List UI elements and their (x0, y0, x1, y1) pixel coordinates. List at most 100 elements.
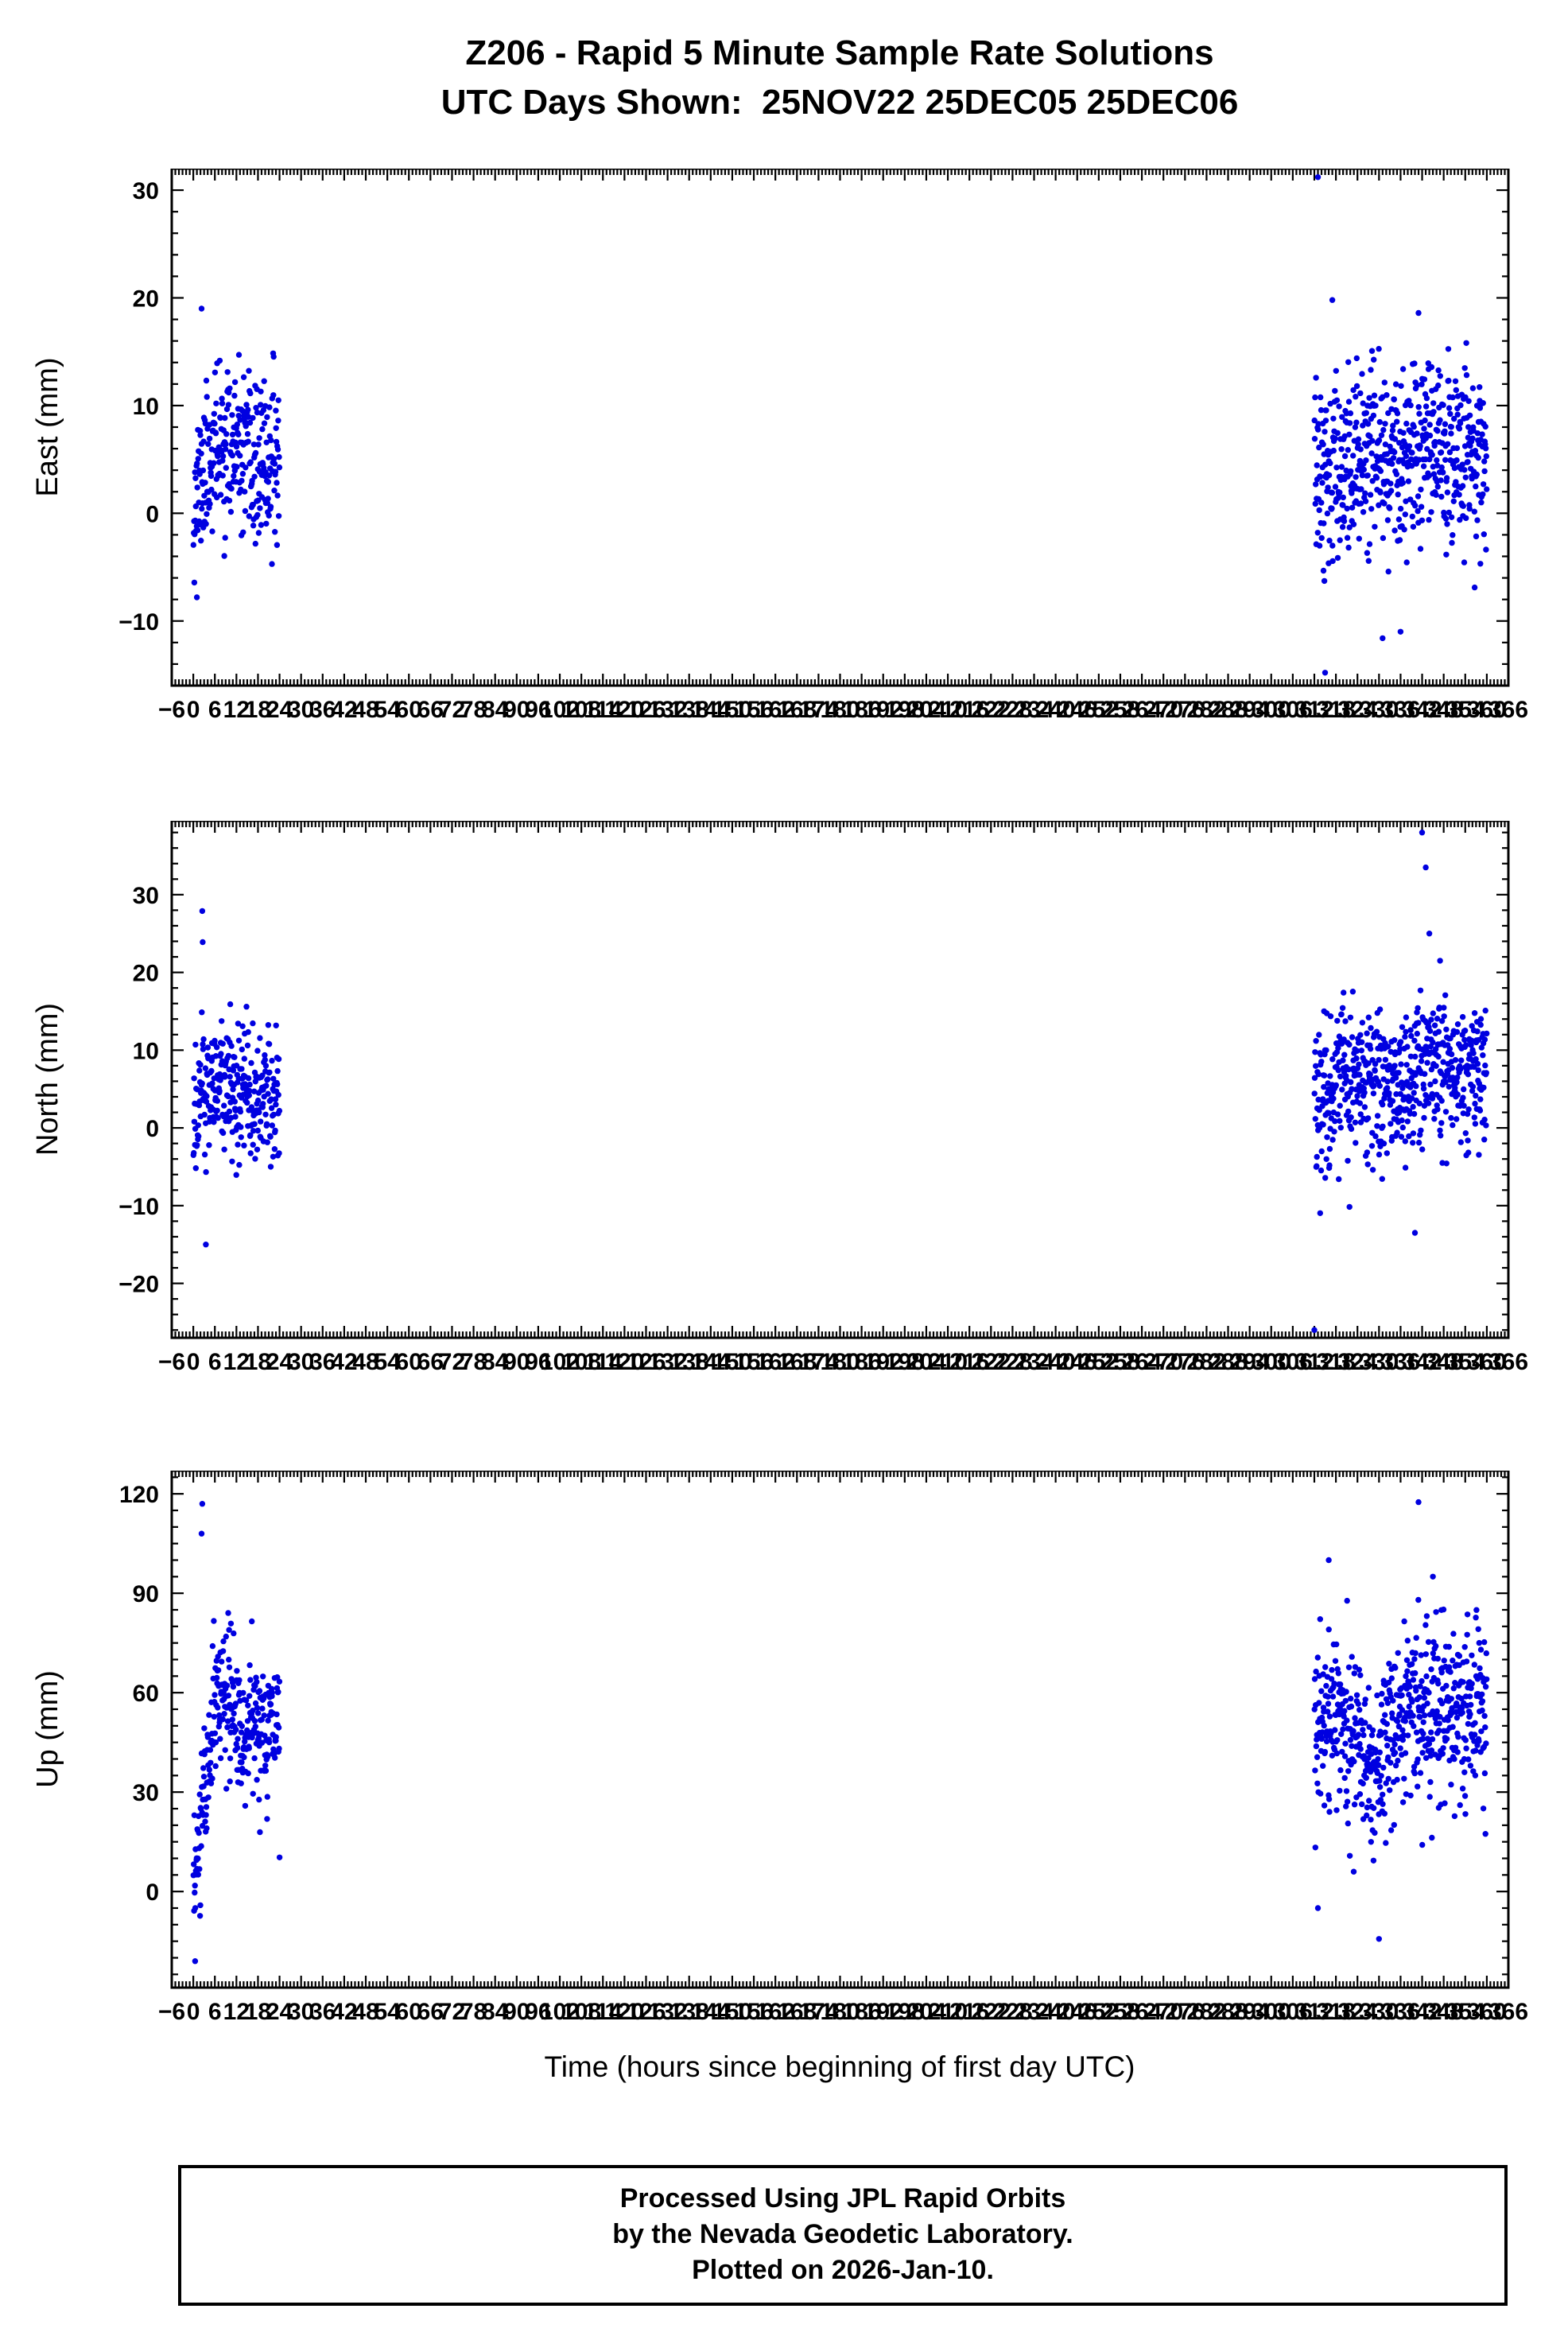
svg-text:42: 42 (331, 697, 357, 723)
svg-text:336: 336 (1380, 1349, 1420, 1375)
svg-text:36: 36 (309, 1999, 336, 2025)
svg-text:288: 288 (1209, 697, 1248, 723)
svg-text:336: 336 (1380, 1999, 1420, 2025)
page-title: Z206 - Rapid 5 Minute Sample Rate Soluti… (465, 33, 1214, 72)
svg-text:216: 216 (949, 1349, 989, 1375)
svg-text:72: 72 (439, 1999, 465, 2025)
east-scatter-plot: −6 0 6 121824303642485460667278849096102108… (31, 169, 1528, 723)
svg-text:168: 168 (777, 1999, 817, 2025)
svg-text:12: 12 (223, 697, 250, 723)
svg-text:20: 20 (133, 961, 159, 987)
axis-ticks (170, 1471, 1510, 1988)
svg-text:36: 36 (309, 1349, 336, 1375)
north-panel: −6 0 6 12 18 24 30 36 42 48 54 60 66 72 78 84 90 96 102 108… (0, 821, 1568, 1381)
svg-text:168: 168 (777, 697, 817, 723)
plot-frame (170, 169, 1510, 687)
svg-text:132: 132 (648, 697, 688, 723)
svg-text:96: 96 (525, 697, 551, 723)
svg-text:144: 144 (691, 1349, 731, 1375)
svg-text:102: 102 (540, 1999, 580, 2025)
svg-text:114: 114 (584, 1349, 623, 1375)
svg-text:60: 60 (396, 1349, 422, 1375)
svg-text:0: 0 (187, 1999, 200, 2025)
axis-tick-labels: −6 0 6 121824303642485460667278849096102108… (118, 178, 1528, 723)
svg-text:162: 162 (755, 1349, 795, 1375)
svg-text:24: 24 (266, 1349, 293, 1375)
svg-text:120: 120 (119, 1482, 159, 1508)
svg-text:360: 360 (1467, 1999, 1507, 2025)
svg-text:102: 102 (540, 1349, 580, 1375)
svg-text:84: 84 (482, 1349, 509, 1375)
svg-text:294: 294 (1230, 1349, 1270, 1375)
svg-text:330: 330 (1359, 1349, 1399, 1375)
axis-tick-labels: −6 0 6 121824303642485460667278849096102108… (119, 1482, 1528, 2025)
svg-text:120: 120 (604, 1349, 644, 1375)
svg-text:348: 348 (1424, 1349, 1464, 1375)
svg-text:30: 30 (133, 178, 159, 204)
svg-text:240: 240 (1036, 1999, 1076, 2025)
svg-text:−10: −10 (118, 1194, 159, 1220)
svg-text:144: 144 (691, 697, 731, 723)
svg-text:18: 18 (245, 1999, 271, 2025)
attribution-line-1: Processed Using JPL Rapid Orbits (619, 2183, 1066, 2214)
svg-text:342: 342 (1403, 697, 1442, 723)
attribution-line-3: Plotted on 2026-Jan-10. (692, 2254, 994, 2285)
svg-text:132: 132 (648, 1999, 688, 2025)
svg-text:246: 246 (1058, 1349, 1097, 1375)
svg-text:78: 78 (460, 1349, 487, 1375)
svg-text:36: 36 (309, 697, 336, 723)
svg-text:10: 10 (133, 394, 159, 420)
svg-text:72: 72 (439, 697, 465, 723)
svg-text:354: 354 (1446, 1349, 1485, 1375)
svg-text:180: 180 (820, 697, 860, 723)
y-axis-label: North (mm) (31, 1003, 64, 1156)
svg-text:90: 90 (503, 1349, 530, 1375)
svg-text:288: 288 (1209, 1999, 1248, 2025)
svg-text:240: 240 (1036, 697, 1076, 723)
svg-text:366: 366 (1488, 697, 1528, 723)
svg-text:360: 360 (1467, 697, 1507, 723)
svg-text:0: 0 (187, 697, 200, 723)
x-axis-title: Time (hours since beginning of first day… (544, 2050, 1135, 2083)
svg-text:318: 318 (1316, 1349, 1356, 1375)
svg-text:84: 84 (482, 1999, 509, 2025)
svg-text:204: 204 (906, 1349, 946, 1375)
svg-text:−6: −6 (158, 697, 185, 723)
svg-text:216: 216 (949, 697, 989, 723)
svg-text:240: 240 (1036, 1349, 1076, 1375)
svg-text:30: 30 (133, 883, 159, 909)
svg-text:198: 198 (885, 697, 925, 723)
svg-text:276: 276 (1165, 1349, 1205, 1375)
svg-text:354: 354 (1446, 1999, 1485, 2025)
attribution-box: Processed Using JPL Rapid Orbits by the … (178, 2165, 1508, 2306)
svg-text:150: 150 (712, 1349, 752, 1375)
svg-text:198: 198 (885, 1349, 925, 1375)
svg-text:258: 258 (1100, 1999, 1140, 2025)
svg-text:−6: −6 (158, 1999, 185, 2025)
svg-text:186: 186 (842, 1999, 882, 2025)
svg-text:24: 24 (266, 697, 293, 723)
axis-ticks (170, 169, 1510, 687)
svg-text:54: 54 (374, 1999, 401, 2025)
svg-text:144: 144 (691, 1999, 731, 2025)
svg-text:60: 60 (396, 1999, 422, 2025)
svg-text:210: 210 (928, 1999, 968, 2025)
svg-text:294: 294 (1230, 697, 1270, 723)
svg-text:342: 342 (1403, 1349, 1442, 1375)
svg-text:48: 48 (352, 1349, 378, 1375)
data-points (190, 830, 1490, 1333)
svg-text:138: 138 (670, 1999, 709, 2025)
svg-text:246: 246 (1058, 1999, 1097, 2025)
svg-text:168: 168 (777, 1349, 817, 1375)
svg-text:258: 258 (1100, 1349, 1140, 1375)
svg-text:186: 186 (842, 1349, 882, 1375)
east-panel: −6 0 6 12 18 24 30 36 42 48 54 60 66 72 78 84 90 96 102 108… (0, 169, 1568, 729)
svg-text:180: 180 (820, 1999, 860, 2025)
svg-text:162: 162 (755, 697, 795, 723)
svg-text:204: 204 (906, 1999, 946, 2025)
svg-text:120: 120 (604, 1999, 644, 2025)
svg-text:222: 222 (971, 697, 1011, 723)
svg-text:306: 306 (1273, 1999, 1313, 2025)
svg-text:198: 198 (885, 1999, 925, 2025)
svg-text:−20: −20 (118, 1272, 159, 1298)
